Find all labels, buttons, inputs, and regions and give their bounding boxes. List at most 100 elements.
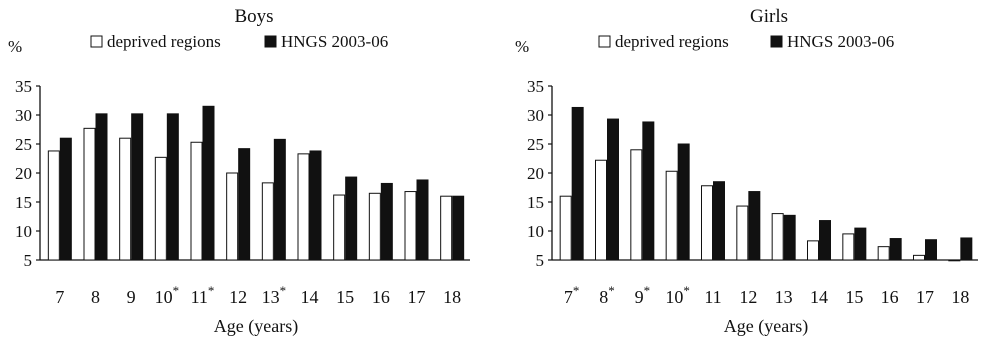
boys-chart: Boys deprived regions HNGS 2003-06% 5 10 15 20… bbox=[8, 6, 470, 337]
legend-label-hngs: HNGS 2003-06 bbox=[281, 32, 388, 51]
bar-deprived-regions bbox=[83, 127, 96, 261]
bar-hngs bbox=[607, 118, 619, 261]
legend-label-hngs: HNGS 2003-06 bbox=[787, 32, 894, 51]
x-tick-label: 7 bbox=[55, 287, 64, 307]
bar-hngs bbox=[380, 182, 393, 261]
bar-hngs bbox=[925, 239, 937, 261]
bar-deprived-regions bbox=[595, 159, 607, 261]
x-tick-label: 12 bbox=[739, 287, 757, 307]
y-axis-label: % bbox=[8, 37, 22, 56]
bar-hngs bbox=[95, 113, 108, 261]
bar-hngs bbox=[889, 238, 902, 261]
bar-deprived-regions bbox=[736, 205, 749, 261]
bar-hngs bbox=[131, 113, 144, 261]
bar-deprived-regions bbox=[404, 191, 417, 261]
bar-deprived-regions bbox=[154, 156, 167, 261]
x-tick-label: 18 bbox=[951, 287, 969, 307]
y-tick-label: 35 bbox=[15, 77, 32, 96]
x-tick-label: 12 bbox=[229, 287, 247, 307]
y-tick-label: 15 bbox=[527, 193, 544, 212]
y-tick-label: 35 bbox=[527, 77, 544, 96]
bar-deprived-regions bbox=[333, 194, 346, 261]
bar-hngs bbox=[416, 179, 429, 261]
x-tick-label: 7* bbox=[564, 283, 580, 307]
bar-hngs bbox=[59, 137, 72, 261]
x-tick-label: 14 bbox=[810, 287, 828, 307]
bar-deprived-regions bbox=[701, 185, 713, 261]
bar-deprived-regions bbox=[807, 240, 819, 261]
x-tick-label: 8* bbox=[599, 283, 615, 307]
bar-hngs bbox=[783, 214, 796, 261]
bar-hngs bbox=[571, 106, 584, 261]
x-tick-label: 11 bbox=[704, 287, 721, 307]
bar-deprived-regions bbox=[47, 150, 60, 261]
y-tick-label: 10 bbox=[15, 222, 32, 241]
bar-deprived-regions bbox=[913, 254, 925, 261]
y-tick-label: 25 bbox=[527, 135, 544, 154]
legend-swatch-hngs bbox=[264, 35, 277, 48]
bar-deprived-regions bbox=[842, 233, 855, 261]
legend-label-deprived: deprived regions bbox=[107, 32, 221, 51]
chart-title: Boys bbox=[234, 6, 273, 27]
bar-deprived-regions bbox=[877, 246, 890, 261]
x-tick-label: 14 bbox=[301, 287, 319, 307]
x-tick-label: 15 bbox=[336, 287, 354, 307]
x-tick-label: 10* bbox=[155, 283, 180, 307]
bar-hngs bbox=[238, 148, 251, 261]
x-tick-label: 9 bbox=[127, 287, 136, 307]
bar-deprived-regions bbox=[261, 182, 274, 261]
y-axis-label: % bbox=[515, 37, 529, 56]
bar-hngs bbox=[819, 220, 831, 261]
bar-hngs bbox=[202, 105, 215, 261]
bar-deprived-regions bbox=[190, 141, 203, 261]
y-tick-label: 30 bbox=[527, 106, 544, 125]
x-tick-label: 16 bbox=[881, 287, 899, 307]
bar-deprived-regions bbox=[226, 172, 239, 261]
chart-title: Girls bbox=[750, 6, 788, 27]
bar-deprived-regions bbox=[665, 170, 678, 261]
y-tick-label: 10 bbox=[527, 222, 544, 241]
y-tick-label: 20 bbox=[15, 164, 32, 183]
bar-hngs bbox=[854, 227, 867, 261]
x-tick-label: 10* bbox=[665, 283, 690, 307]
y-tick-label: 5 bbox=[536, 251, 545, 270]
bar-deprived-regions bbox=[771, 213, 784, 261]
bar-deprived-regions bbox=[297, 153, 310, 261]
bar-hngs bbox=[642, 121, 655, 261]
x-tick-label: 13* bbox=[262, 283, 287, 307]
y-tick-label: 15 bbox=[15, 193, 32, 212]
legend-label-deprived: deprived regions bbox=[615, 32, 729, 51]
bar-hngs bbox=[677, 143, 690, 261]
bar-hngs bbox=[309, 150, 322, 261]
bar-hngs bbox=[713, 181, 725, 261]
girls-chart: Girls deprived regions HNGS 2003-06% 5 10 15 2… bbox=[515, 6, 978, 337]
x-axis-label: Age (years) bbox=[214, 316, 298, 337]
bar-hngs bbox=[345, 176, 358, 261]
bar-hngs bbox=[166, 113, 179, 261]
y-tick-label: 25 bbox=[15, 135, 32, 154]
bar-deprived-regions bbox=[559, 195, 572, 261]
bar-deprived-regions bbox=[630, 149, 643, 261]
x-tick-label: 11* bbox=[191, 283, 215, 307]
bar-hngs bbox=[273, 138, 286, 261]
x-tick-label: 15 bbox=[845, 287, 863, 307]
x-tick-label: 16 bbox=[372, 287, 390, 307]
bar-deprived-regions bbox=[948, 259, 961, 262]
x-tick-label: 17 bbox=[916, 287, 934, 307]
y-tick-label: 5 bbox=[24, 251, 33, 270]
bar-hngs bbox=[960, 237, 973, 261]
bar-hngs bbox=[748, 191, 761, 261]
x-tick-label: 13 bbox=[775, 287, 793, 307]
bar-hngs bbox=[452, 195, 465, 261]
x-axis-label: Age (years) bbox=[724, 316, 808, 337]
legend-swatch-deprived bbox=[598, 35, 611, 48]
y-tick-label: 20 bbox=[527, 164, 544, 183]
x-tick-label: 9* bbox=[635, 283, 651, 307]
x-tick-label: 8 bbox=[91, 287, 100, 307]
x-tick-label: 18 bbox=[443, 287, 461, 307]
legend-swatch-hngs bbox=[770, 35, 783, 48]
x-tick-label: 17 bbox=[408, 287, 426, 307]
bar-deprived-regions bbox=[368, 192, 381, 261]
bar-deprived-regions bbox=[119, 137, 132, 261]
